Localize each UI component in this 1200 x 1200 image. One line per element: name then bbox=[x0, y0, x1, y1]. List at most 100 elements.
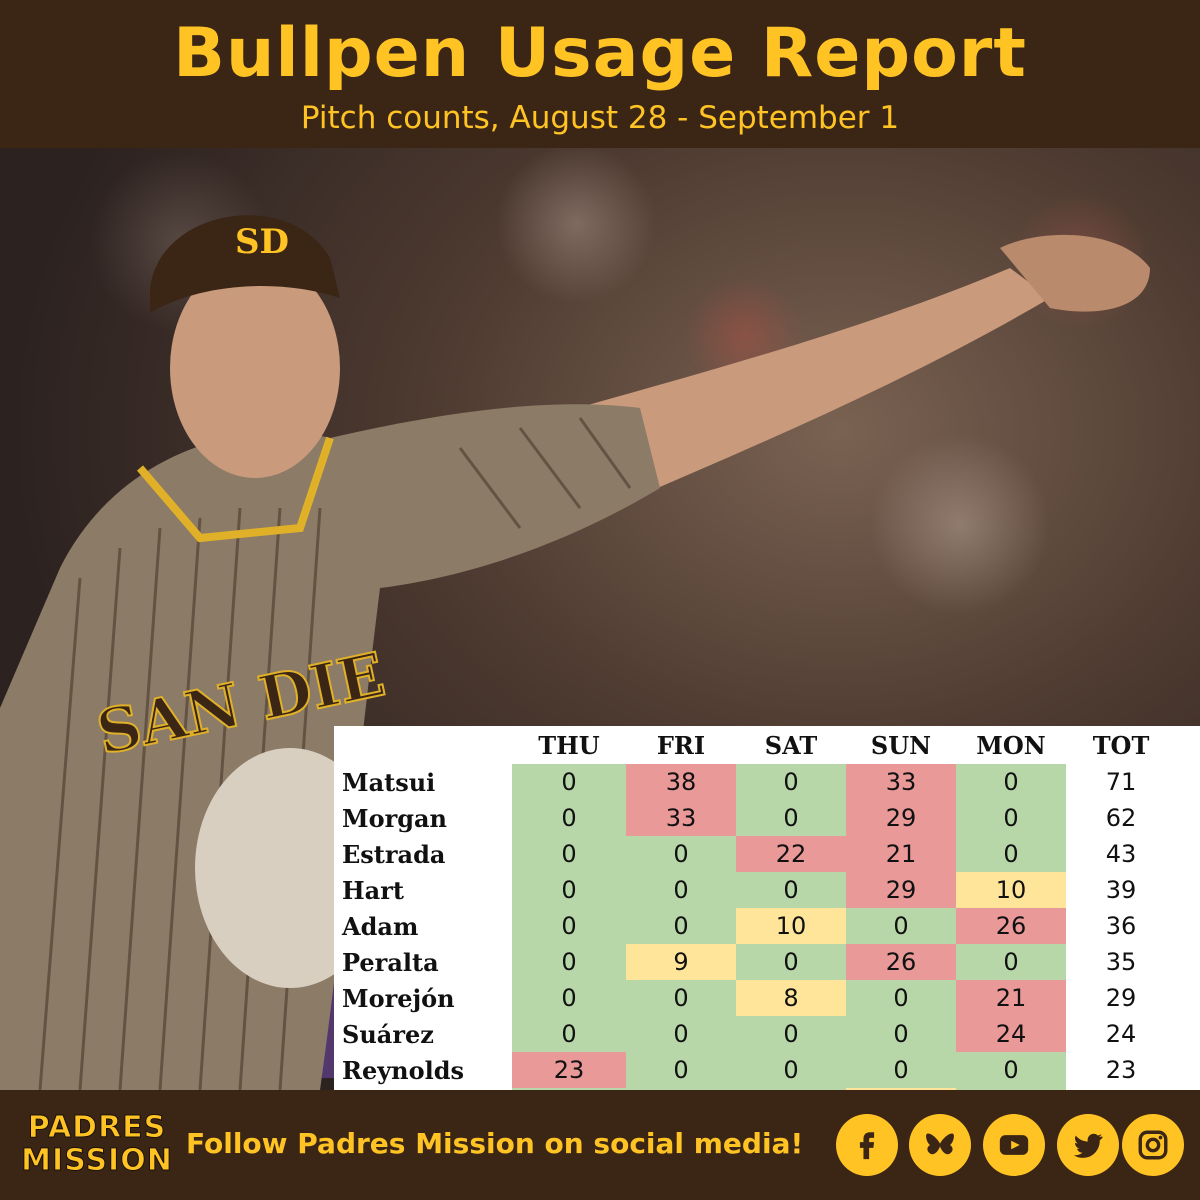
youtube-icon[interactable] bbox=[983, 1114, 1045, 1176]
table-row: Adam 0 0 10 0 26 36 bbox=[334, 908, 1176, 944]
instagram-icon[interactable] bbox=[1122, 1114, 1184, 1176]
pitch-count-cell: 0 bbox=[956, 1088, 1066, 1090]
pitch-count-cell: 0 bbox=[512, 872, 626, 908]
pitcher-figure: SD SAN DIE bbox=[0, 215, 1150, 1090]
pitcher-name: Morgan bbox=[342, 803, 447, 833]
pitch-count-cell: 8 bbox=[736, 980, 846, 1016]
pitch-count-cell: 0 bbox=[626, 1088, 736, 1090]
pitcher-name: Matsui bbox=[342, 767, 436, 797]
pitch-count-cell: 0 bbox=[956, 800, 1066, 836]
pitcher-photo: SD SAN DIE THU FRI SAT SUN MON TOT Matsui 0 38 0… bbox=[0, 148, 1200, 1090]
pitch-count-cell: 0 bbox=[846, 1052, 956, 1088]
pitch-count-cell: 0 bbox=[512, 908, 626, 944]
logo-line-2: MISSION bbox=[21, 1143, 173, 1178]
table-row: Morgan 0 33 0 29 0 62 bbox=[334, 800, 1176, 836]
pitch-count-cell: 33 bbox=[846, 764, 956, 800]
pitch-count-cell: 10 bbox=[736, 908, 846, 944]
pitcher-name: Hart bbox=[342, 875, 404, 905]
pitch-count-cell: 0 bbox=[956, 764, 1066, 800]
pitch-count-cell: 0 bbox=[626, 1052, 736, 1088]
pitcher-name: Adam bbox=[342, 911, 419, 941]
svg-text:SD: SD bbox=[235, 222, 289, 262]
total-cell: 29 bbox=[1066, 980, 1176, 1016]
pitch-count-cell: 0 bbox=[846, 1016, 956, 1052]
table-row: Miller00013013 bbox=[334, 1088, 1176, 1090]
follow-text: Follow Padres Mission on social media! bbox=[186, 1127, 804, 1160]
pitch-count-cell: 0 bbox=[626, 908, 736, 944]
usage-table: THU FRI SAT SUN MON TOT Matsui 0 38 0 33 0 71 Morgan… bbox=[334, 726, 1200, 1090]
pitch-count-cell: 9 bbox=[626, 944, 736, 980]
pitch-count-cell: 0 bbox=[956, 944, 1066, 980]
pitcher-name: Peralta bbox=[342, 947, 439, 977]
pitch-count-cell: 26 bbox=[846, 944, 956, 980]
table-row: Estrada 0 0 22 21 0 43 bbox=[334, 836, 1176, 872]
pitch-count-cell: 33 bbox=[626, 800, 736, 836]
pitch-count-cell: 0 bbox=[736, 764, 846, 800]
pitch-count-cell: 0 bbox=[626, 872, 736, 908]
table-row: Hart 0 0 0 29 10 39 bbox=[334, 872, 1176, 908]
table-header-row: THU FRI SAT SUN MON TOT bbox=[334, 726, 1176, 764]
pitcher-name: Morejón bbox=[342, 983, 455, 1013]
pitch-count-cell: 0 bbox=[736, 944, 846, 980]
pitch-count-cell: 38 bbox=[626, 764, 736, 800]
table-row: Morejón 0 0 8 0 21 29 bbox=[334, 980, 1176, 1016]
pitcher-name: Reynolds bbox=[342, 1055, 465, 1085]
pitch-count-cell: 0 bbox=[512, 1016, 626, 1052]
pitch-count-cell: 0 bbox=[736, 1016, 846, 1052]
page-title: Bullpen Usage Report bbox=[173, 14, 1027, 93]
pitch-count-cell: 0 bbox=[512, 764, 626, 800]
total-cell: 62 bbox=[1066, 800, 1176, 836]
table-body: Matsui 0 38 0 33 0 71 Morgan 0 33 0 29 0 62 Estrada 0 0 2… bbox=[334, 764, 1176, 1090]
table-row: Reynolds 23 0 0 0 0 23 bbox=[334, 1052, 1176, 1088]
pitch-count-cell: 0 bbox=[512, 1088, 626, 1090]
pitch-count-cell: 0 bbox=[956, 836, 1066, 872]
pitch-count-cell: 0 bbox=[626, 980, 736, 1016]
total-cell: 36 bbox=[1066, 908, 1176, 944]
total-cell: 24 bbox=[1066, 1016, 1176, 1052]
padres-mission-logo[interactable]: PADRES MISSION bbox=[18, 1110, 176, 1178]
pitcher-name: Estrada bbox=[342, 839, 446, 869]
pitch-count-cell: 0 bbox=[626, 1016, 736, 1052]
column-header-tot: TOT bbox=[1092, 730, 1150, 760]
pitch-count-cell: 0 bbox=[512, 800, 626, 836]
pitch-count-cell: 0 bbox=[736, 1052, 846, 1088]
pitch-count-cell: 0 bbox=[512, 980, 626, 1016]
pitch-count-cell: 0 bbox=[512, 944, 626, 980]
page-subtitle: Pitch counts, August 28 - September 1 bbox=[300, 100, 900, 136]
pitch-count-cell: 13 bbox=[846, 1088, 956, 1090]
pitch-count-cell: 0 bbox=[736, 800, 846, 836]
facebook-icon[interactable] bbox=[836, 1114, 898, 1176]
header-blank bbox=[334, 726, 512, 764]
pitch-count-cell: 0 bbox=[626, 836, 736, 872]
pitch-count-cell: 29 bbox=[846, 800, 956, 836]
logo-line-1: PADRES bbox=[27, 1110, 167, 1145]
total-cell: 43 bbox=[1066, 836, 1176, 872]
column-header-sun: SUN bbox=[870, 730, 932, 760]
table-row: Peralta 0 9 0 26 0 35 bbox=[334, 944, 1176, 980]
total-cell: 35 bbox=[1066, 944, 1176, 980]
table-row: Suárez 0 0 0 0 24 24 bbox=[334, 1016, 1176, 1052]
pitch-count-cell: 23 bbox=[512, 1052, 626, 1088]
pitch-count-cell: 22 bbox=[736, 836, 846, 872]
usage-grid: THU FRI SAT SUN MON TOT Matsui 0 38 0 33 0 71 Morgan… bbox=[334, 726, 1176, 1090]
bluesky-icon[interactable] bbox=[909, 1114, 971, 1176]
pitch-count-cell: 0 bbox=[956, 1052, 1066, 1088]
pitch-count-cell: 0 bbox=[736, 1088, 846, 1090]
pitch-count-cell: 21 bbox=[956, 980, 1066, 1016]
total-cell: 23 bbox=[1066, 1052, 1176, 1088]
pitch-count-cell: 10 bbox=[956, 872, 1066, 908]
pitch-count-cell: 0 bbox=[512, 836, 626, 872]
pitch-count-cell: 29 bbox=[846, 872, 956, 908]
pitcher-name: Suárez bbox=[342, 1019, 434, 1049]
pitch-count-cell: 0 bbox=[736, 872, 846, 908]
total-cell: 13 bbox=[1066, 1088, 1176, 1090]
column-header-mon: MON bbox=[976, 730, 1046, 760]
header: Bullpen Usage Report Pitch counts, Augus… bbox=[0, 0, 1200, 148]
total-cell: 39 bbox=[1066, 872, 1176, 908]
pitch-count-cell: 24 bbox=[956, 1016, 1066, 1052]
column-header-thu: THU bbox=[538, 730, 600, 760]
column-header-fri: FRI bbox=[656, 730, 706, 760]
pitch-count-cell: 0 bbox=[846, 908, 956, 944]
footer: PADRES MISSION Follow Padres Mission on … bbox=[0, 1090, 1200, 1200]
twitter-icon[interactable] bbox=[1057, 1114, 1119, 1176]
